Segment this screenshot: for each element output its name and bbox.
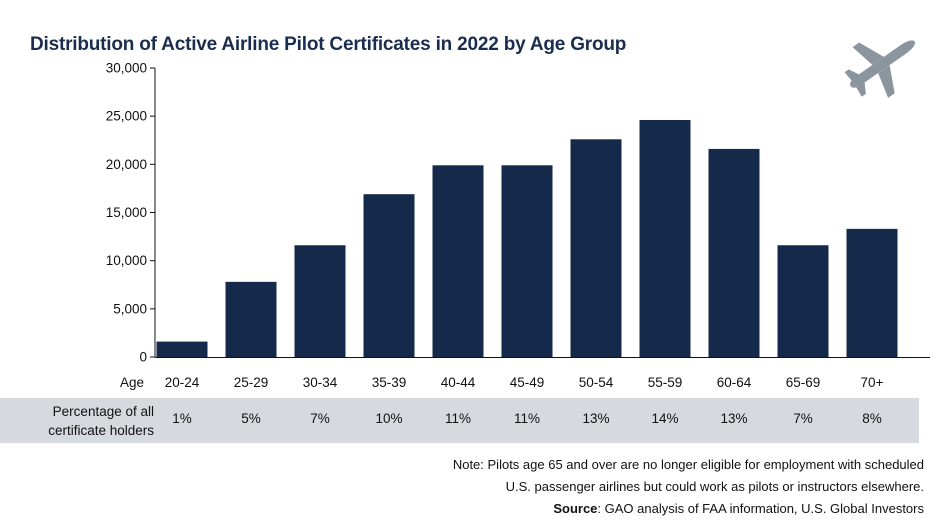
y-tick-label: 20,000 bbox=[106, 157, 147, 172]
note-line-1: Note: Pilots age 65 and over are no long… bbox=[452, 457, 924, 472]
percentage-value: 11% bbox=[513, 411, 541, 426]
x-tick-label: 55-59 bbox=[648, 375, 683, 390]
percentage-label-line2: certificate holders bbox=[48, 423, 154, 438]
source-text: : GAO analysis of FAA information, U.S. … bbox=[597, 501, 924, 516]
percentage-value: 11% bbox=[444, 411, 472, 426]
y-tick-label: 25,000 bbox=[106, 109, 147, 124]
bar-65-69 bbox=[777, 245, 829, 357]
x-axis-label: Age bbox=[120, 375, 145, 390]
x-tick-label: 35-39 bbox=[372, 375, 407, 390]
x-axis: 20-24 25-29 30-34 35-39 40-44 45-49 50-54 55-59… bbox=[155, 357, 930, 390]
x-tick-label: 45-49 bbox=[510, 375, 545, 390]
x-tick-label: 50-54 bbox=[579, 375, 614, 390]
source-label: Source bbox=[553, 501, 598, 516]
percentage-band bbox=[0, 398, 919, 443]
bar-25-29 bbox=[225, 281, 277, 357]
y-tick-label: 0 bbox=[139, 350, 147, 365]
x-tick-label: 70+ bbox=[861, 375, 884, 390]
x-tick-label: 65-69 bbox=[786, 375, 821, 390]
y-tick-label: 15,000 bbox=[106, 205, 147, 220]
percentage-value: 13% bbox=[582, 411, 610, 426]
y-axis: 0 5,000 10,000 15,000 20,000 25,000 30,000 bbox=[106, 61, 156, 365]
bar-50-54 bbox=[570, 139, 622, 357]
x-tick-label: 40-44 bbox=[441, 375, 476, 390]
y-tick-label: 5,000 bbox=[113, 301, 147, 316]
bar-40-44 bbox=[432, 165, 484, 357]
bar-20-24 bbox=[156, 341, 208, 357]
percentage-value: 7% bbox=[310, 411, 330, 426]
airplane-icon bbox=[844, 40, 915, 98]
percentage-value: 5% bbox=[241, 411, 261, 426]
chart-title: Distribution of Active Airline Pilot Cer… bbox=[30, 34, 627, 55]
bar-60-64 bbox=[708, 148, 760, 357]
percentage-label-line1: Percentage of all bbox=[52, 404, 154, 419]
percentage-value: 1% bbox=[172, 411, 192, 426]
note-line-2: U.S. passenger airlines but could work a… bbox=[505, 479, 924, 494]
percentage-value: 8% bbox=[862, 411, 882, 426]
percentage-value: 10% bbox=[375, 411, 403, 426]
bar-70+ bbox=[846, 228, 898, 357]
percentage-value: 7% bbox=[793, 411, 813, 426]
x-tick-label: 25-29 bbox=[234, 375, 269, 390]
bar-55-59 bbox=[639, 120, 691, 358]
source-line: Source: GAO analysis of FAA information,… bbox=[553, 501, 924, 516]
x-tick-label: 30-34 bbox=[303, 375, 338, 390]
chart-area: 0 5,000 10,000 15,000 20,000 25,000 30,000 20-… bbox=[106, 61, 930, 390]
y-tick-label: 10,000 bbox=[106, 253, 147, 268]
x-tick-label: 60-64 bbox=[717, 375, 752, 390]
bar-45-49 bbox=[501, 165, 553, 357]
percentage-value: 14% bbox=[651, 411, 679, 426]
percentage-value: 13% bbox=[720, 411, 748, 426]
percentage-row-label: Percentage of all certificate holders bbox=[0, 402, 154, 440]
y-tick-label: 30,000 bbox=[106, 61, 147, 76]
bars bbox=[156, 120, 898, 358]
bar-35-39 bbox=[363, 194, 415, 357]
x-tick-label: 20-24 bbox=[165, 375, 200, 390]
bar-30-34 bbox=[294, 245, 346, 357]
